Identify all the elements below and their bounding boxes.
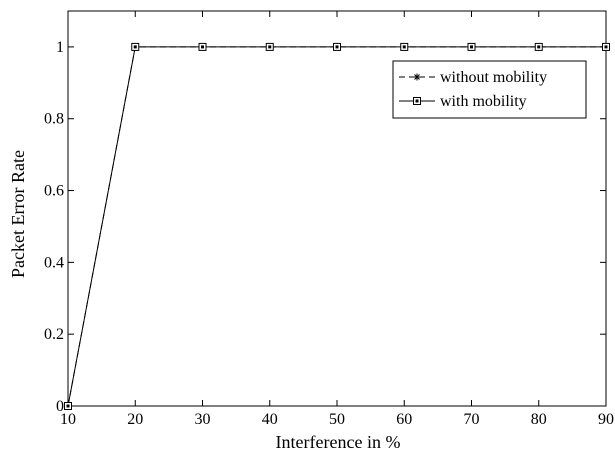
x-tick-label: 90 [598, 411, 614, 428]
x-tick-label: 80 [531, 411, 547, 428]
y-axis-label: Packet Error Rate [8, 150, 28, 278]
legend-sample-with-mobility [399, 97, 435, 105]
y-axis-ticks: 0 0.2 0.4 0.6 0.8 1 [44, 39, 606, 415]
marker-stroke [414, 74, 420, 80]
legend: without mobility with mobility [392, 60, 587, 119]
legend-label-without-mobility: without mobility [440, 69, 547, 86]
marker-center [133, 45, 137, 49]
marker-center [335, 45, 339, 49]
x-axis-ticks: 10 20 30 40 50 60 70 80 90 [60, 11, 614, 428]
x-tick-label: 30 [195, 411, 211, 428]
x-tick-label: 60 [396, 411, 412, 428]
y-tick-label: 0.8 [44, 111, 64, 128]
y-tick-label: 0.6 [44, 183, 64, 200]
data-point-with-mobility [534, 42, 543, 51]
marker-center [604, 45, 608, 49]
x-tick-label: 40 [262, 411, 278, 428]
x-tick-label: 10 [60, 411, 76, 428]
data-point-with-mobility [64, 402, 72, 410]
marker-center [268, 45, 272, 49]
data-point-with-mobility [602, 42, 610, 51]
marker-center [415, 99, 419, 103]
x-tick-label: 70 [464, 411, 480, 428]
y-tick-label: 1 [56, 39, 64, 56]
marker-center [537, 45, 541, 49]
y-tick-label: 0.4 [44, 254, 64, 271]
legend-box [392, 60, 587, 119]
x-tick-label: 50 [329, 411, 345, 428]
marker-center [66, 404, 70, 408]
x-tick-label: 20 [127, 411, 143, 428]
y-tick-label: 0.2 [44, 326, 64, 343]
data-point-with-mobility [131, 42, 140, 51]
legend-label-with-mobility: with mobility [440, 93, 527, 110]
marker-center [201, 45, 204, 49]
legend-marker [413, 97, 421, 105]
data-point-with-mobility [467, 42, 476, 51]
legend-marker [413, 73, 421, 81]
data-point-with-mobility [198, 42, 207, 51]
data-point-with-mobility [400, 42, 409, 51]
marker-center [470, 45, 473, 49]
x-axis-label: Interference in % [276, 432, 401, 452]
legend-sample-without-mobility [399, 73, 435, 81]
data-point-with-mobility [265, 42, 274, 51]
marker-center [402, 45, 406, 49]
series-layer [64, 42, 610, 410]
data-point-with-mobility [333, 42, 341, 51]
y-tick-label: 0 [56, 398, 64, 415]
